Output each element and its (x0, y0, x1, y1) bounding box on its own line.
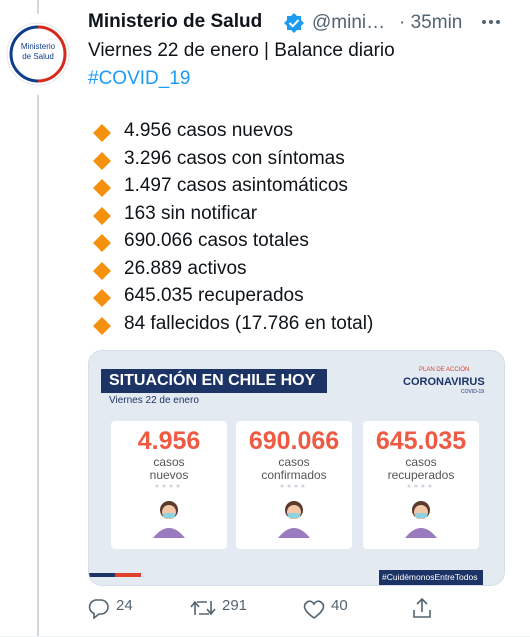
stat-label: casos (405, 455, 437, 469)
bullet-text: 1.497 casos asintomáticos (124, 175, 348, 196)
orange-diamond (93, 206, 111, 225)
footer-stripe (115, 573, 141, 577)
stat-label: confirmados (261, 468, 327, 482)
bullet-text: 645.035 recuperados (124, 285, 304, 306)
timestamp[interactable]: · 35min (399, 12, 463, 33)
image-title-box (101, 369, 327, 393)
stat-label: casos (278, 455, 310, 469)
verified-badge (284, 13, 304, 33)
media-image[interactable]: SITUACIÓN EN CHILE HOY Viernes 22 de ene… (88, 350, 505, 586)
retweet-count[interactable]: 291 (222, 597, 248, 614)
bullet-item: 3.296 casos con síntomas (92, 148, 472, 174)
stat-value: 4.956 (137, 427, 201, 455)
bullet-item: 163 sin notificar (92, 203, 472, 229)
image-title: SITUACIÓN EN CHILE HOY (109, 372, 316, 389)
bullet-text: 4.956 casos nuevos (124, 120, 294, 141)
stat-value: 645.035 (375, 427, 467, 455)
orange-diamond (93, 261, 111, 280)
avatar[interactable]: Ministerio de Salud (6, 22, 70, 86)
orange-diamond (93, 151, 111, 170)
bullet-text: 690.066 casos totales (124, 230, 309, 251)
stat-card: 690.066 casos confirmados (236, 421, 352, 549)
reply-count[interactable]: 24 (116, 597, 133, 614)
like-count[interactable]: 40 (331, 597, 348, 614)
stat-label: casos (153, 455, 185, 469)
tweet-text: Viernes 22 de enero | Balance diario (88, 40, 395, 61)
thread-line (37, 0, 39, 14)
stat-card: 4.956 casos nuevos (111, 421, 227, 549)
footer-stripe (89, 573, 115, 577)
footer-tag: #CuidémonosEntreTodos (382, 572, 478, 582)
illustration (153, 484, 185, 538)
retweet-icon[interactable] (190, 597, 216, 619)
bullet-text: 84 fallecidos (17.786 en total) (124, 312, 374, 334)
avatar-label: Ministerio de Salud (20, 42, 56, 61)
bullet-item: 4.956 casos nuevos (92, 120, 472, 146)
hashtag[interactable]: #COVID_19 (88, 68, 191, 89)
stat-label: nuevos (149, 468, 189, 482)
reply-icon[interactable] (88, 597, 110, 619)
bullet-text: 26.889 activos (124, 257, 247, 279)
bullet-item: 690.066 casos totales (92, 230, 472, 256)
bullet-text: 163 sin notificar (124, 202, 258, 224)
orange-diamond (93, 124, 111, 142)
brand-sub: COVID-19 (461, 389, 485, 395)
like-icon[interactable] (302, 598, 326, 620)
orange-diamond (93, 289, 111, 307)
avatar-ring (6, 22, 70, 86)
illustration (405, 484, 437, 538)
author-handle[interactable]: @mini… (312, 12, 386, 33)
footer-tag-box (379, 570, 483, 585)
orange-diamond (93, 316, 111, 335)
thread-line (37, 95, 39, 637)
illustration (278, 484, 310, 538)
stat-label: recuperados (387, 468, 455, 482)
bullet-item: 26.889 activos (92, 258, 472, 284)
bullet-item: 1.497 casos asintomáticos (92, 175, 472, 201)
brand-name: CORONAVIRUS (403, 376, 485, 388)
author-name[interactable]: Ministerio de Salud (88, 11, 263, 32)
stat-value: 690.066 (248, 427, 340, 455)
bullet-item: 84 fallecidos (17.786 en total) (92, 313, 472, 339)
share-icon[interactable] (411, 596, 433, 620)
bullet-text: 3.296 casos con síntomas (124, 147, 345, 169)
stat-card: 645.035 casos recuperados (363, 421, 479, 549)
more-menu[interactable] (480, 14, 502, 30)
orange-diamond (93, 234, 111, 252)
image-date: Viernes 22 de enero (109, 395, 199, 406)
brand-top: PLAN DE ACCIÓN (419, 367, 470, 373)
orange-diamond (93, 179, 111, 197)
bullet-item: 645.035 recuperados (92, 285, 472, 311)
